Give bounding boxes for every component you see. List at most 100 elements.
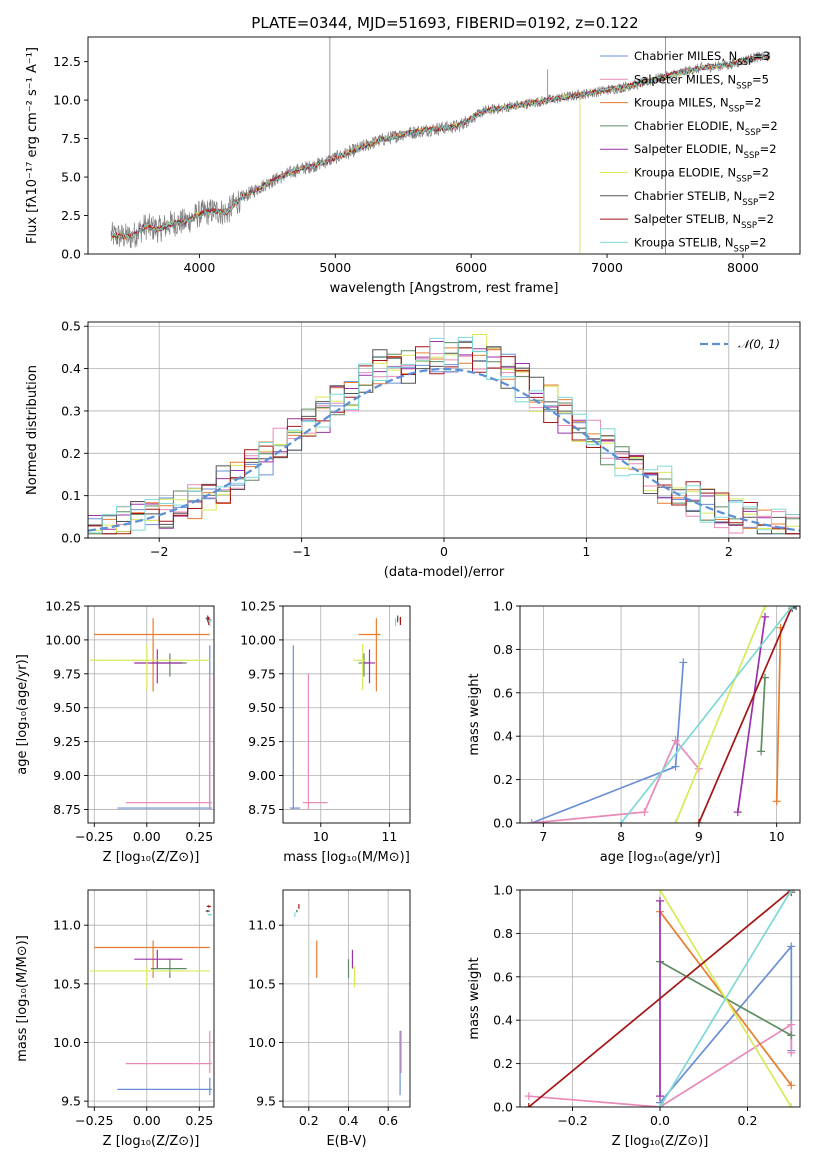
mass-weight-marker <box>787 1020 796 1029</box>
x-tick-label: 8000 <box>727 260 759 275</box>
mass-weight-line <box>698 606 793 823</box>
x-tick-label: −1 <box>292 544 310 559</box>
y-tick-label: 10.0 <box>53 93 81 108</box>
errorbar-point <box>134 649 183 684</box>
y-tick-label: 0.3 <box>61 403 81 418</box>
massweight-vs-Z-frame <box>519 889 801 1108</box>
legend-entry: Salpeter ELODIE, NSSP=2 <box>634 142 777 161</box>
y-tick-label: 5.0 <box>61 170 81 185</box>
mass-weight-line <box>760 677 766 752</box>
x-tick-label: 0.2 <box>299 1113 319 1128</box>
y-tick-label: 1.0 <box>493 883 513 898</box>
spectrum-axes: 4000 5000 6000 7000 8000 0.0 2.5 5.0 7.5 10.0 12.5… <box>25 36 801 296</box>
y-tick-label: 0.8 <box>493 642 513 657</box>
legend-entry: Salpeter STELIB, NSSP=2 <box>634 212 774 231</box>
mass-weight-line <box>775 627 782 802</box>
mass-weight-marker <box>656 1092 664 1101</box>
x-tick-label: −0.25 <box>75 829 113 844</box>
massweight-vs-age-frame <box>519 605 801 824</box>
massweight-vs-age-axes: 7 8 9 10 0.0 0.2 0.4 0.6 0.8 1.0 age [log₁₀(age/yr… <box>467 599 801 865</box>
mass-vs-Z-data <box>88 890 214 1107</box>
errorbar-point <box>90 966 210 988</box>
x-tick-label: −2 <box>150 544 168 559</box>
y-tick-label: 0.2 <box>61 446 81 461</box>
mass-weight-marker <box>757 747 766 756</box>
errorbar-point <box>364 649 375 684</box>
legend-entry: Kroupa STELIB, NSSP=2 <box>634 235 766 254</box>
mass-weight-marker <box>787 1081 796 1090</box>
age-vs-Z-axes: −0.25 0.00 0.25 8.75 9.00 9.25 9.50 9.75 10.00 10… <box>15 599 215 865</box>
mass-weight-marker <box>671 819 680 823</box>
x-tick-label: 0.2 <box>738 1113 758 1128</box>
x-tick-label: 5000 <box>319 260 351 275</box>
y-tick-label: 10.5 <box>53 976 81 991</box>
y-tick-label: 9.50 <box>53 700 81 715</box>
mass-vs-EBV-data <box>283 890 410 1107</box>
spectrum-frame <box>87 36 801 255</box>
x-tick-label: 10 <box>313 829 329 844</box>
y-tick-label: 0.0 <box>61 531 81 546</box>
y-tick-label: 0.2 <box>493 1056 513 1071</box>
legend-entry: Kroupa ELODIE, NSSP=2 <box>634 166 769 185</box>
mass-weight-marker <box>788 606 797 610</box>
mass-weight-line <box>531 662 685 823</box>
errorbar-point <box>358 618 381 692</box>
legend: 𝒩(0, 1) <box>700 337 780 351</box>
age-vs-Z-frame <box>87 605 215 824</box>
y-tick-label: 10.00 <box>240 632 276 647</box>
mass-vs-EBV-frame <box>282 889 411 1108</box>
mass-weight-marker <box>671 762 680 771</box>
y-tick-label: 0.4 <box>493 1013 513 1028</box>
mass-weight-marker <box>671 736 680 745</box>
errorbar-point <box>353 643 366 691</box>
y-tick-label: 9.75 <box>248 666 276 681</box>
y-tick-label: 7.5 <box>61 131 81 146</box>
y-tick-label: 9.5 <box>61 1094 81 1109</box>
mass-weight-line <box>674 606 766 823</box>
y-tick-label: 12.5 <box>53 54 81 69</box>
age-vs-mass-axes: 10 11 8.75 9.00 9.25 9.50 9.75 10.00 10.25 mass [… <box>240 599 411 865</box>
errorbar-point <box>358 653 370 677</box>
residual-histogram <box>88 336 800 534</box>
errorbar-point <box>396 615 399 623</box>
y-tick-label: 0.8 <box>493 926 513 941</box>
errorbar-point <box>134 949 183 969</box>
residuals-frame <box>87 321 801 539</box>
mass-weight-marker <box>761 606 769 610</box>
mass-weight-line <box>528 890 792 1107</box>
y-tick-label: 10.0 <box>53 1035 81 1050</box>
y-tick-label: 9.50 <box>248 700 276 715</box>
mass-vs-Z-frame <box>87 889 215 1108</box>
x-axis-label: Z [log₁₀(Z/Z⊙)] <box>103 850 200 865</box>
y-tick-label: 9.00 <box>53 768 81 783</box>
mass-weight-line <box>659 890 793 1107</box>
y-tick-label: 8.75 <box>248 802 276 817</box>
y-tick-label: 9.75 <box>53 666 81 681</box>
y-tick-label: 0.4 <box>493 729 513 744</box>
mass-weight-marker <box>524 1103 533 1107</box>
x-tick-label: 7000 <box>591 260 623 275</box>
model-fit-line <box>110 53 771 240</box>
mass-weight-marker <box>787 1103 796 1107</box>
mass-weight-marker <box>527 819 536 823</box>
mass-weight-line <box>531 738 700 823</box>
mass-weight-marker <box>656 1103 664 1107</box>
mass-weight-marker <box>787 1031 796 1040</box>
y-axis-label: mass [log₁₀(M/M⊙)] <box>15 935 30 1062</box>
errorbar-point <box>289 645 301 810</box>
errorbar-point <box>90 643 210 691</box>
x-tick-label: 0.0 <box>650 1113 670 1128</box>
x-tick-label: 0.6 <box>378 1113 398 1128</box>
errorbar-point <box>207 618 212 627</box>
legend-entry: Kroupa MILES, NSSP=2 <box>634 96 761 115</box>
y-axis-label: age [log₁₀(age/yr)] <box>15 654 30 775</box>
y-tick-label: 0.0 <box>493 816 513 831</box>
y-tick-label: 9.25 <box>248 734 276 749</box>
errorbar-point <box>151 959 187 978</box>
x-tick-label: 0 <box>440 544 448 559</box>
y-tick-label: 10.5 <box>248 976 276 991</box>
x-tick-label: 8 <box>617 829 625 844</box>
spectrum-data <box>110 37 771 254</box>
